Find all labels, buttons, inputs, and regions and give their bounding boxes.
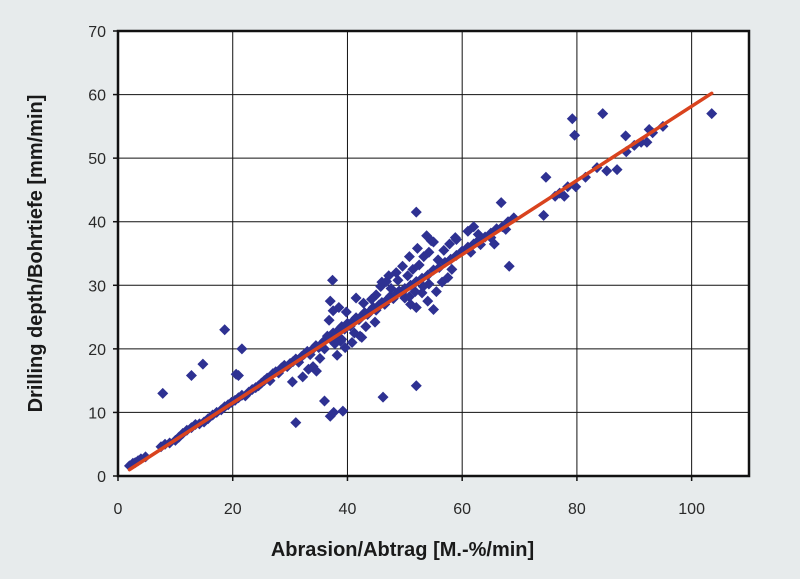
data-point <box>611 164 623 176</box>
x-tick-label: 60 <box>453 501 471 518</box>
data-point <box>339 342 351 354</box>
y-axis-ticks: 0 10 20 30 40 50 60 70 <box>88 24 118 486</box>
data-point <box>503 260 515 272</box>
data-point <box>706 108 718 120</box>
data-point <box>376 276 388 288</box>
data-point <box>422 295 434 307</box>
x-tick-label: 100 <box>678 501 705 518</box>
data-point <box>346 337 358 348</box>
data-point <box>383 270 395 282</box>
x-tick-label: 40 <box>339 501 357 518</box>
data-point <box>232 370 244 382</box>
data-point <box>324 295 336 307</box>
data-point <box>358 297 370 309</box>
data-point <box>377 391 389 403</box>
data-point <box>472 228 484 240</box>
data-point <box>430 286 442 298</box>
data-point <box>219 324 231 336</box>
data-point <box>438 244 450 256</box>
x-tick-label: 20 <box>224 501 242 518</box>
data-point <box>360 321 372 333</box>
plot-area <box>116 29 751 478</box>
x-tick-label: 80 <box>568 501 586 518</box>
data-point <box>290 417 302 429</box>
plot-background <box>118 31 749 476</box>
y-tick-label: 10 <box>88 405 106 422</box>
data-point <box>425 235 437 247</box>
y-tick-label: 20 <box>88 342 106 359</box>
data-point <box>410 302 422 314</box>
data-point <box>369 316 381 328</box>
data-point <box>337 405 349 417</box>
data-point <box>410 206 422 218</box>
data-point <box>392 274 404 286</box>
x-axis-title: Abrasion/Abtrag [M.-%/min] <box>271 539 534 561</box>
data-point <box>423 246 435 258</box>
data-point <box>297 371 309 383</box>
data-point <box>319 395 331 407</box>
data-point <box>356 331 368 343</box>
data-point <box>236 343 248 355</box>
data-point <box>566 113 578 125</box>
data-point <box>397 260 409 272</box>
data-point <box>370 289 382 301</box>
data-point <box>402 270 414 282</box>
data-point <box>157 387 169 399</box>
data-point <box>428 303 439 315</box>
y-axis-title: Drilling depth/Bohrtiefe [mm/min] <box>25 95 47 413</box>
data-point <box>185 370 197 382</box>
data-point <box>442 272 454 284</box>
data-point <box>403 251 415 263</box>
data-point <box>620 130 632 142</box>
data-point <box>197 358 209 370</box>
data-point <box>340 306 352 318</box>
data-point <box>327 274 339 286</box>
trend-line <box>127 91 714 472</box>
data-point <box>336 333 348 345</box>
data-point <box>449 232 461 244</box>
y-tick-label: 0 <box>97 469 106 486</box>
data-point <box>328 406 340 418</box>
y-tick-label: 70 <box>88 24 106 41</box>
data-point <box>329 338 341 350</box>
data-point <box>310 365 322 377</box>
data-point <box>444 238 456 250</box>
data-point <box>558 190 570 202</box>
data-point <box>348 327 360 339</box>
data-point <box>488 238 500 250</box>
data-point <box>601 165 613 177</box>
data-point <box>432 254 444 266</box>
data-point <box>286 376 298 388</box>
data-point <box>597 108 609 120</box>
x-axis-ticks: 0 20 40 60 80 100 <box>114 476 705 518</box>
y-tick-label: 50 <box>88 151 106 168</box>
data-point <box>403 291 415 303</box>
data-point <box>446 263 458 275</box>
data-point <box>413 259 425 271</box>
data-point <box>331 349 343 361</box>
data-point <box>569 129 581 141</box>
data-point <box>410 380 422 392</box>
data-point <box>495 197 507 209</box>
data-point <box>350 292 362 304</box>
y-tick-label: 30 <box>88 278 106 295</box>
data-point <box>333 302 345 314</box>
data-point <box>411 242 423 254</box>
data-point <box>468 221 480 233</box>
y-tick-label: 40 <box>88 215 106 232</box>
data-point <box>323 314 335 326</box>
data-point <box>385 282 397 294</box>
x-tick-label: 0 <box>114 501 123 518</box>
data-point <box>538 209 550 221</box>
data-point <box>417 281 429 293</box>
data-point <box>641 136 653 148</box>
data-point <box>540 171 552 183</box>
data-point <box>302 363 314 375</box>
data-point <box>314 352 326 364</box>
y-tick-label: 60 <box>88 88 106 105</box>
